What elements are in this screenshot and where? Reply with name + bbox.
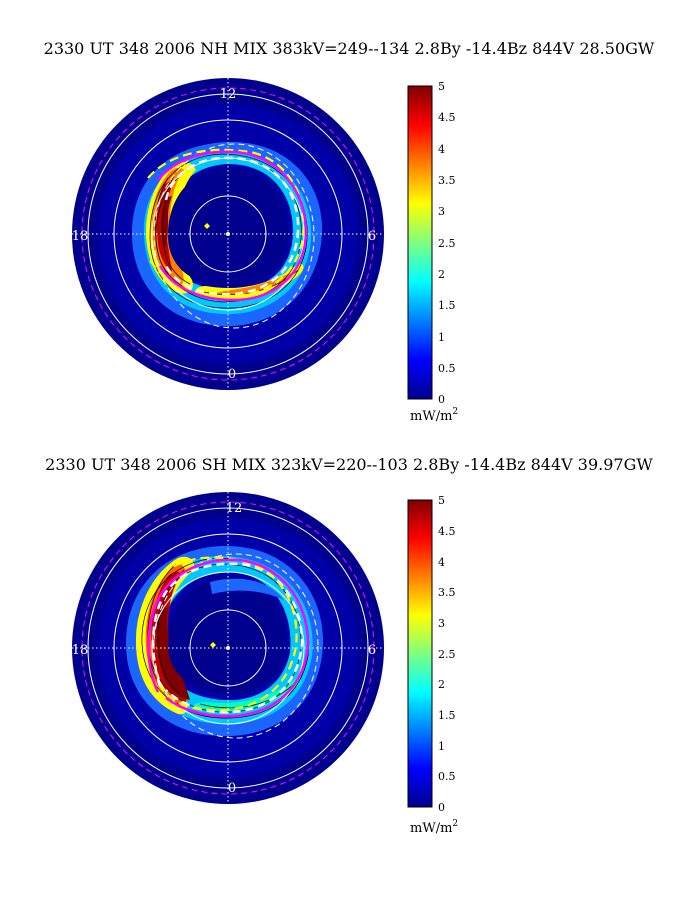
sh-tick-label: 1.5: [438, 709, 456, 722]
sh-tick-label: 5: [438, 494, 445, 507]
sh-title: 2330 UT 348 2006 SH MIX 323kV=220--103 2…: [45, 455, 653, 474]
sh-tick-label: 1: [438, 740, 445, 753]
sh-plot: 12 0 18 6 0 0.5 1 1.5 2 2.5 3 3.5 4 4.5 …: [72, 492, 458, 836]
nh-magenta-solid-boundary: [157, 150, 308, 302]
sh-tick-label: 3.5: [438, 586, 456, 599]
sh-tick-label: 3: [438, 617, 445, 630]
sh-white-thick-dashed: [151, 562, 304, 714]
nh-tick-label: 1: [438, 331, 445, 344]
sh-mlt-12: 12: [226, 501, 243, 516]
nh-tick-label: 2: [438, 268, 445, 281]
nh-magenta-outer-dashed: [81, 87, 375, 381]
sh-tick-label: 4.5: [438, 525, 456, 538]
nh-tick-label: 3.5: [438, 174, 456, 187]
nh-colorbar-ticks: 0 0.5 1 1.5 2 2.5 3 3.5 4 4.5 5: [438, 80, 456, 406]
sh-colorbar: [407, 499, 433, 808]
nh-mlt-12: 12: [220, 87, 237, 102]
sh-panel: 12 0 18 6 0 0.5 1 1.5 2 2.5 3 3.5 4 4.5 …: [0, 476, 698, 896]
nh-tick-label: 2.5: [438, 237, 456, 250]
sh-tick-label: 2.5: [438, 648, 456, 661]
sh-colorbar-unit: mW/m2: [410, 819, 458, 836]
nh-pole-marker: [226, 232, 230, 236]
sh-mlt-18: 18: [72, 643, 89, 658]
nh-tick-label: 5: [438, 80, 445, 93]
sh-magenta-solid-boundary: [147, 558, 310, 718]
sh-tick-label: 0.5: [438, 770, 456, 783]
nh-mlt-6: 6: [368, 229, 376, 244]
nh-tick-label: 4.5: [438, 111, 456, 124]
sh-tick-label: 0: [438, 801, 445, 814]
nh-panel: 12 0 18 6 0 0.5 1 1.5 2 2.5 3 3.5 4 4.5 …: [0, 60, 698, 480]
nh-colorbar-unit: mW/m2: [410, 407, 458, 424]
sh-colorbar-ticks: 0 0.5 1 1.5 2 2.5 3 3.5 4 4.5 5: [438, 494, 456, 814]
sh-mlt-6: 6: [368, 643, 376, 658]
sh-tick-label: 2: [438, 678, 445, 691]
nh-tick-label: 1.5: [438, 299, 456, 312]
sh-pole-marker: [226, 646, 230, 650]
nh-colorbar: [407, 85, 433, 400]
sh-mlt-0: 0: [228, 781, 236, 796]
nh-yellow-diamond: [204, 223, 210, 229]
nh-mlt-0: 0: [228, 367, 236, 382]
nh-mlt-18: 18: [72, 229, 89, 244]
nh-tick-label: 0.5: [438, 362, 456, 375]
nh-white-thick-dashed: [164, 156, 300, 296]
nh-title: 2330 UT 348 2006 NH MIX 383kV=249--134 2…: [43, 39, 655, 58]
nh-tick-label: 3: [438, 205, 445, 218]
nh-yellow-dashed-boundary: [147, 148, 305, 298]
sh-magenta-outer-dashed: [81, 501, 375, 795]
nh-tick-label: 0: [438, 393, 445, 406]
nh-tick-label: 4: [438, 143, 445, 156]
sh-tick-label: 4: [438, 556, 445, 569]
sh-yellow-dashed-boundary: [159, 556, 298, 712]
sh-yellow-diamond: [210, 642, 216, 648]
nh-white-dashed-boundary: [153, 143, 315, 329]
nh-plot: 12 0 18 6 0 0.5 1 1.5 2 2.5 3 3.5 4 4.5 …: [72, 78, 458, 424]
